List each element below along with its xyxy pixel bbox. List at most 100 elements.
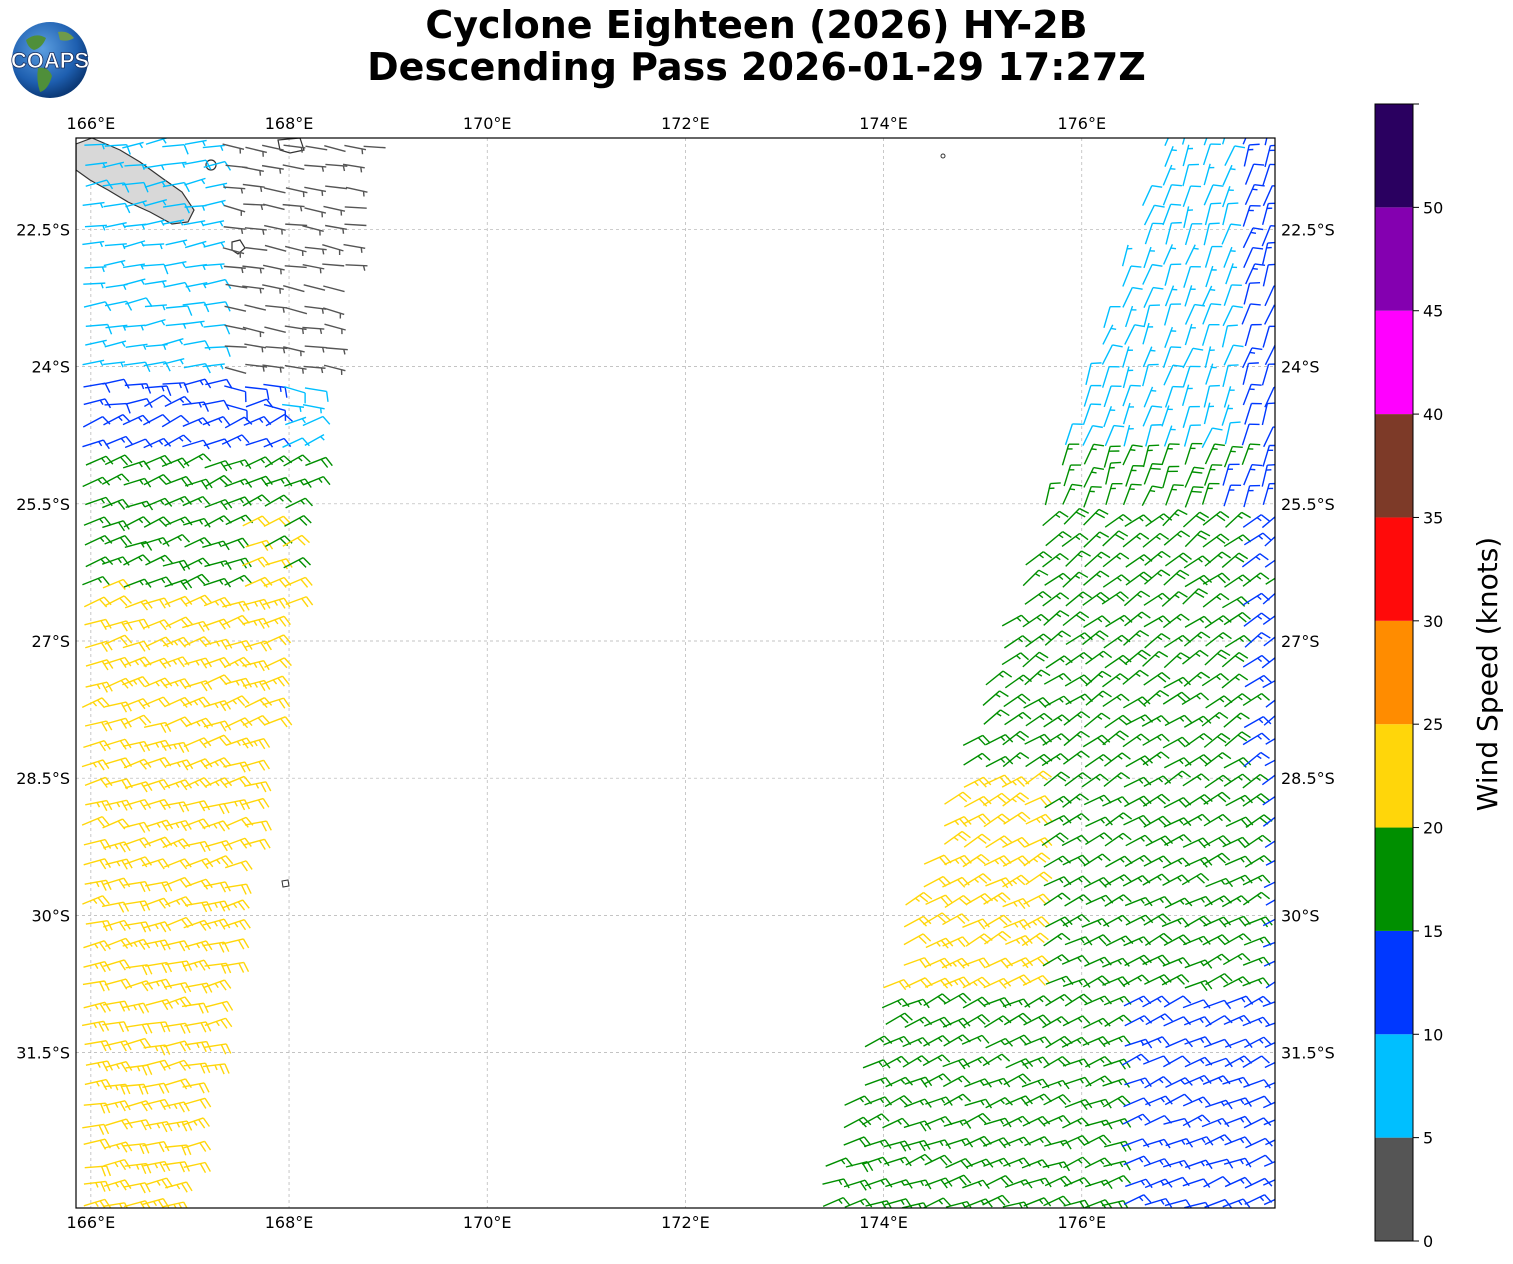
wind-barb: [1223, 534, 1252, 548]
wind-barb: [1162, 736, 1191, 749]
wind-barb: [204, 777, 233, 789]
wind-barb: [1242, 654, 1271, 668]
wind-barb: [1185, 732, 1213, 747]
wind-barb: [1264, 386, 1275, 408]
wind-barb: [144, 497, 173, 508]
wind-barb: [124, 163, 147, 170]
wind-barb: [1144, 569, 1171, 585]
wind-barb: [945, 1137, 974, 1148]
wind-barb: [1224, 731, 1251, 747]
wind-barb: [324, 323, 346, 335]
wind-barb: [1043, 932, 1071, 947]
wind-barb: [225, 860, 253, 872]
colorbar-bin-15-20: [1375, 827, 1413, 931]
wind-barb: [223, 459, 252, 469]
wind-barb: [943, 816, 972, 828]
wind-barb: [184, 139, 207, 147]
wind-barb: [985, 1175, 1014, 1187]
wind-barb: [322, 244, 344, 255]
lon-tick-label-top: 176°E: [1057, 114, 1106, 133]
wind-barb: [984, 774, 1013, 786]
wind-barb: [1122, 384, 1141, 407]
wind-barb: [125, 343, 148, 350]
wind-barb: [184, 177, 206, 186]
wind-barb: [1143, 463, 1163, 485]
wind-barb: [164, 595, 193, 607]
wind-barb: [124, 438, 153, 449]
wind-barb: [1163, 530, 1191, 546]
wind-barb: [224, 385, 247, 403]
wind-barb: [1043, 1195, 1071, 1207]
wind-barb: [183, 1062, 211, 1074]
wind-barb: [162, 338, 184, 346]
wind-barb: [123, 837, 152, 849]
wind-barb: [1202, 533, 1230, 548]
wind-barb: [125, 1023, 153, 1035]
wind-barb: [185, 982, 213, 994]
wind-barb: [943, 1119, 972, 1129]
wind-barb: [1185, 895, 1213, 906]
wind-barb: [1063, 730, 1090, 747]
wind-barb: [1223, 712, 1250, 728]
wind-barb: [145, 1120, 173, 1133]
wind-barb: [81, 697, 110, 709]
wind-barb: [305, 456, 333, 468]
wind-barb: [1143, 815, 1171, 828]
wind-barb: [903, 1120, 932, 1132]
wind-barb: [185, 901, 213, 913]
wind-barb: [1102, 530, 1129, 547]
wind-barb: [261, 144, 284, 151]
wind-barb: [323, 307, 345, 319]
wind-barb: [1162, 184, 1182, 206]
wind-barb: [242, 183, 265, 192]
wind-barb: [1244, 834, 1272, 849]
wind-barb: [244, 697, 273, 709]
wind-barb: [1181, 138, 1186, 145]
wind-barb: [1002, 752, 1030, 768]
wind-barb: [303, 284, 326, 291]
wind-barb: [1161, 591, 1188, 607]
wind-barb: [205, 182, 228, 190]
wind-barb: [1062, 611, 1090, 627]
wind-barb: [944, 894, 972, 908]
wind-barb: [1082, 630, 1109, 646]
wind-barb: [122, 141, 144, 149]
lat-tick-label-left: 30°S: [31, 906, 70, 925]
wind-barb: [1164, 326, 1177, 349]
wind-barb: [125, 200, 147, 208]
wind-barb: [225, 403, 248, 421]
lon-tick-label-top: 166°E: [67, 114, 116, 133]
wind-barb: [1022, 569, 1049, 587]
wind-barb: [204, 1017, 233, 1029]
wind-barb: [1062, 483, 1083, 505]
wind-barb: [1142, 322, 1154, 345]
wind-barb: [224, 366, 247, 375]
wind-barb: [1082, 425, 1103, 446]
wind-barb: [1023, 852, 1051, 867]
wind-barb: [1184, 486, 1204, 508]
wind-barb: [1083, 934, 1111, 946]
wind-barb: [202, 363, 225, 370]
wind-barb: [285, 223, 308, 227]
wind-barb: [261, 164, 284, 174]
wind-barb: [1141, 1036, 1170, 1046]
wind-barb: [984, 914, 1012, 928]
wind-barb: [123, 361, 151, 373]
wind-barb: [985, 957, 1014, 969]
wind-barb: [1003, 811, 1031, 825]
wind-barb: [902, 1037, 931, 1048]
wind-barb: [1261, 241, 1275, 265]
wind-barb: [1122, 346, 1133, 368]
wind-barb: [302, 263, 325, 274]
wind-barb: [1102, 324, 1117, 345]
wind-barb: [1062, 750, 1090, 765]
colorbar-bin-35-40: [1375, 414, 1413, 518]
wind-barb: [204, 560, 232, 571]
wind-barb: [85, 455, 114, 466]
wind-barb: [1244, 674, 1273, 688]
wind-barb: [983, 1137, 1011, 1149]
wind-barb: [1083, 1017, 1111, 1029]
wind-barb: [1024, 1036, 1052, 1046]
wind-barb: [1242, 891, 1270, 906]
wind-barb: [1064, 772, 1092, 787]
